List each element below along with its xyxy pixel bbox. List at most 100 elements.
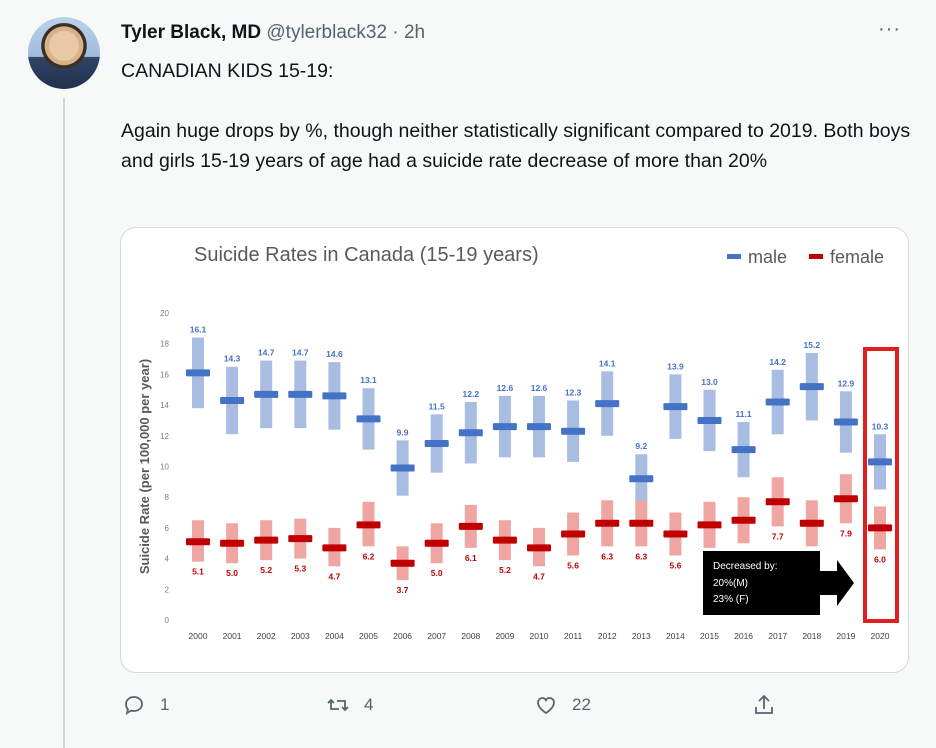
female-data-label: 4.7 (533, 571, 545, 581)
female-point (458, 522, 483, 530)
male-data-label: 9.2 (635, 441, 647, 451)
male-data-label: 15.2 (804, 340, 821, 350)
x-tick-label: 2013 (632, 631, 651, 641)
share-icon (755, 694, 773, 714)
female-point (697, 521, 722, 529)
legend-male-swatch (727, 254, 741, 259)
chart-title: Suicide Rates in Canada (15-19 years) (194, 244, 539, 266)
x-tick-label: 2000 (189, 631, 208, 641)
female-point (799, 519, 824, 527)
female-point (561, 530, 586, 538)
tweet-actions: 1 4 22 (0, 693, 936, 723)
avatar[interactable] (28, 17, 100, 89)
x-tick-label: 2011 (564, 631, 583, 641)
female-point (254, 536, 279, 544)
male-data-label: 12.3 (565, 387, 582, 397)
male-point (288, 390, 313, 398)
male-data-label: 11.5 (429, 401, 445, 411)
female-data-label: 5.0 (226, 568, 238, 578)
male-data-label: 12.2 (463, 389, 480, 399)
female-data-label: 7.9 (840, 528, 852, 538)
female-data-label: 5.0 (431, 568, 443, 578)
female-point (629, 519, 654, 527)
author-name[interactable]: Tyler Black, MD (121, 22, 262, 43)
y-tick-label: 16 (160, 370, 169, 379)
female-point (288, 535, 313, 543)
female-point (833, 495, 858, 503)
female-data-label: 6.1 (465, 553, 477, 563)
male-data-label: 14.7 (292, 348, 309, 358)
timestamp[interactable]: 2h (403, 22, 426, 43)
y-tick-label: 0 (165, 616, 170, 625)
male-data-label: 14.6 (326, 349, 343, 359)
male-data-label: 16.1 (190, 325, 207, 335)
female-point (527, 544, 551, 552)
female-data-label: 5.6 (669, 561, 681, 571)
female-point (663, 530, 688, 538)
author-handle[interactable]: @tylerblack32 (266, 22, 388, 43)
reply-icon (125, 696, 143, 715)
male-data-label: 12.9 (838, 378, 855, 388)
male-data-label: 13.9 (667, 361, 684, 371)
reply-count: 1 (160, 695, 170, 714)
female-point (186, 538, 210, 546)
suicide-rate-chart: Suicide Rates in Canada (15-19 years) mal… (137, 244, 899, 641)
x-tick-label: 2018 (802, 631, 821, 641)
female-point (322, 544, 347, 552)
x-tick-label: 2019 (836, 631, 855, 641)
female-data-label: 6.2 (363, 551, 375, 561)
tweet-text-line2: Again huge drops by %, though neither st… (121, 120, 911, 172)
male-point (390, 464, 415, 472)
more-icon[interactable]: ··· (878, 18, 901, 40)
male-point (424, 439, 449, 447)
retweet-button[interactable]: 4 (326, 693, 373, 717)
y-tick-label: 10 (160, 463, 169, 472)
female-point (731, 516, 756, 524)
male-point (833, 418, 858, 426)
male-data-label: 13.1 (360, 375, 377, 385)
female-data-label: 5.1 (192, 567, 204, 577)
female-point (765, 498, 790, 506)
male-data-label: 14.1 (599, 358, 616, 368)
y-tick-label: 4 (165, 555, 170, 564)
female-point (220, 539, 245, 547)
x-tick-label: 2006 (393, 631, 412, 641)
female-point (356, 521, 381, 529)
male-data-label: 12.6 (531, 383, 548, 393)
retweet-count: 4 (364, 695, 374, 714)
x-tick-label: 2007 (427, 631, 446, 641)
female-data-label: 5.2 (260, 565, 272, 575)
tweet-header: Tyler Black, MD @tylerblack32 · 2h (121, 20, 425, 46)
female-point (424, 539, 449, 547)
x-tick-label: 2003 (291, 631, 310, 641)
legend-female-swatch (809, 254, 823, 259)
female-point (390, 559, 415, 567)
male-point (254, 390, 279, 398)
retweet-icon (327, 698, 349, 712)
x-tick-label: 2004 (325, 631, 344, 641)
reply-button[interactable]: 1 (122, 693, 169, 717)
separator: · (392, 22, 399, 43)
like-button[interactable]: 22 (534, 693, 591, 717)
female-data-label: 5.6 (567, 561, 579, 571)
x-tick-label: 2014 (666, 631, 685, 641)
male-point (561, 427, 586, 435)
male-point (322, 392, 347, 400)
male-data-label: 14.2 (769, 357, 786, 367)
male-point (868, 458, 892, 466)
y-tick-label: 12 (160, 432, 169, 441)
highlight-box (863, 347, 899, 623)
female-point (492, 536, 517, 544)
share-button[interactable] (752, 693, 776, 717)
female-data-label: 6.0 (874, 554, 886, 564)
x-tick-label: 2009 (495, 631, 514, 641)
x-tick-label: 2008 (461, 631, 480, 641)
male-point (186, 369, 210, 377)
male-data-label: 13.0 (701, 377, 718, 387)
male-point (697, 416, 722, 424)
chart-image[interactable]: Suicide Rates in Canada (15-19 years) mal… (120, 227, 909, 673)
male-point (220, 396, 245, 404)
y-tick-label: 6 (165, 524, 170, 533)
tweet-text: CANADIAN KIDS 15-19: Again huge drops by… (121, 56, 911, 206)
